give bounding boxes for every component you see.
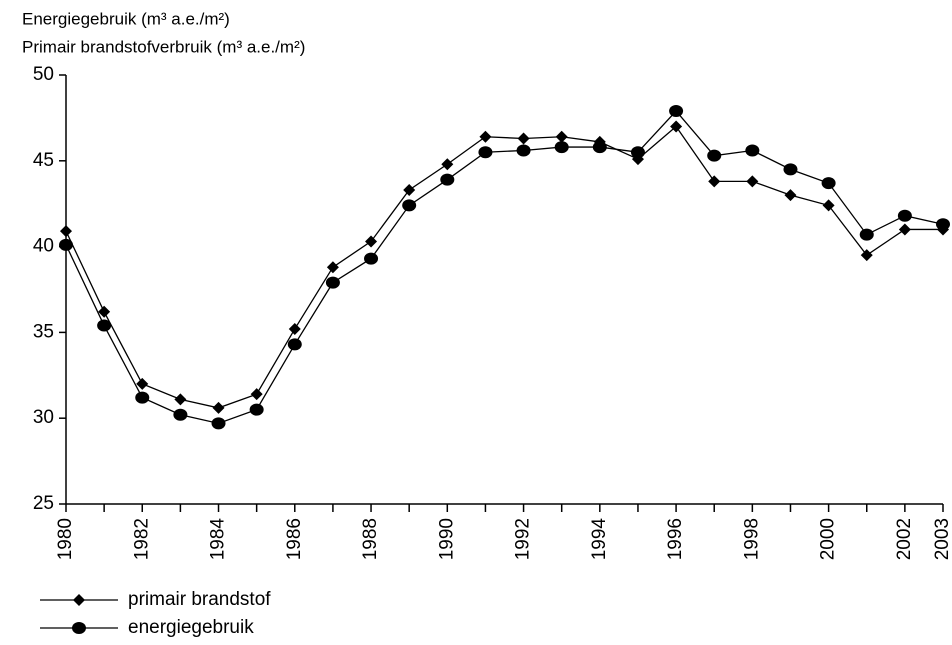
data-point bbox=[859, 228, 874, 241]
data-point bbox=[288, 322, 301, 335]
data-point bbox=[250, 388, 263, 401]
chart-title: Energiegebruik (m³ a.e./m²) bbox=[22, 9, 230, 28]
chart-subtitle: Primair brandstofverbruik (m³ a.e./m²) bbox=[22, 37, 305, 56]
data-point bbox=[745, 144, 760, 157]
data-point bbox=[212, 401, 225, 414]
y-tick-label: 50 bbox=[33, 64, 54, 85]
data-point bbox=[670, 120, 683, 133]
data-point bbox=[822, 199, 835, 212]
x-tick-label: 1986 bbox=[284, 518, 305, 560]
data-point bbox=[174, 393, 187, 406]
data-point bbox=[97, 319, 112, 332]
x-tick-label: 1992 bbox=[513, 518, 534, 560]
data-point bbox=[403, 183, 416, 196]
data-point bbox=[860, 249, 873, 262]
data-point bbox=[592, 141, 607, 154]
data-point bbox=[516, 144, 531, 157]
data-point bbox=[708, 175, 721, 188]
x-tick-label: 1998 bbox=[741, 518, 762, 560]
data-point bbox=[936, 218, 950, 231]
x-tick-label: 1982 bbox=[131, 518, 152, 560]
legend-label: primair brandstof bbox=[128, 589, 271, 610]
x-tick-label: 2000 bbox=[818, 518, 839, 560]
data-point bbox=[898, 223, 911, 236]
data-point bbox=[98, 305, 111, 318]
x-tick-label: 1990 bbox=[436, 518, 457, 560]
data-point bbox=[746, 175, 759, 188]
data-point bbox=[211, 417, 226, 430]
legend-marker bbox=[73, 594, 85, 606]
data-point bbox=[402, 199, 417, 212]
y-tick-label: 25 bbox=[33, 493, 54, 514]
data-point bbox=[669, 105, 684, 118]
legend-marker bbox=[72, 622, 86, 634]
data-point bbox=[630, 146, 645, 159]
data-point bbox=[897, 209, 912, 222]
x-tick-label: 1996 bbox=[665, 518, 686, 560]
data-point bbox=[60, 225, 72, 238]
series-line bbox=[65, 125, 943, 409]
data-point bbox=[59, 238, 73, 251]
x-tick-label: 1988 bbox=[360, 518, 381, 560]
data-point bbox=[173, 408, 188, 421]
data-point bbox=[441, 158, 454, 171]
x-tick-label: 1980 bbox=[55, 518, 76, 560]
data-point bbox=[517, 132, 530, 145]
data-point bbox=[364, 252, 379, 265]
data-point bbox=[554, 141, 569, 154]
y-tick-label: 35 bbox=[33, 321, 54, 342]
data-point bbox=[821, 177, 836, 190]
data-point bbox=[783, 163, 798, 176]
data-point bbox=[479, 130, 492, 143]
data-point bbox=[135, 391, 150, 404]
data-point bbox=[287, 338, 302, 351]
data-point bbox=[784, 189, 797, 202]
x-tick-label: 1994 bbox=[589, 518, 610, 561]
data-point bbox=[326, 261, 339, 274]
data-point bbox=[365, 235, 378, 248]
x-tick-label: 1984 bbox=[208, 518, 229, 561]
legend-label: energiegebruik bbox=[128, 617, 254, 638]
x-tick-label: 2003 bbox=[932, 518, 952, 560]
data-point bbox=[325, 276, 340, 289]
y-tick-label: 40 bbox=[33, 236, 54, 257]
data-point bbox=[555, 130, 568, 143]
data-point bbox=[136, 377, 149, 390]
y-tick-label: 45 bbox=[33, 150, 54, 171]
series-line bbox=[65, 110, 944, 425]
x-tick-label: 2002 bbox=[894, 518, 915, 560]
data-point bbox=[707, 149, 722, 162]
y-tick-label: 30 bbox=[33, 407, 54, 428]
data-point bbox=[440, 173, 455, 186]
data-point bbox=[249, 403, 264, 416]
data-point bbox=[478, 146, 493, 159]
